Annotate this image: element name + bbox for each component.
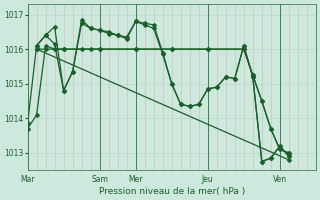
X-axis label: Pression niveau de la mer( hPa ): Pression niveau de la mer( hPa ) [99, 187, 245, 196]
